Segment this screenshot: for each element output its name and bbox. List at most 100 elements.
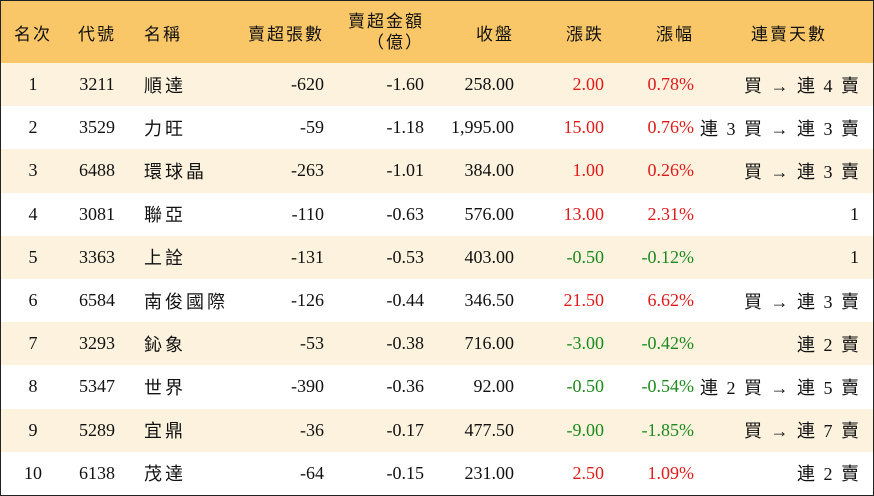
pct-cell: -0.42% (641, 333, 695, 354)
rank-cell: 7 (28, 333, 38, 354)
rank-cell: 10 (24, 462, 42, 483)
change-cell: -3.00 (566, 333, 605, 354)
table-row: 6 6584 南俊國際 -126 -0.44 346.50 21.50 6.62% 買 → 連 … (1, 279, 873, 323)
close-cell: 1,995.00 (451, 117, 514, 138)
pct-cell: 0.26% (647, 160, 695, 181)
change-cell: 21.50 (563, 290, 605, 311)
rank-cell: 3 (28, 160, 38, 181)
name-cell: 鈊象 (144, 334, 186, 355)
streak-cell: 買 → 連 4 賣 (744, 75, 861, 96)
sell-amount-cell: -1.01 (386, 160, 425, 181)
streak-cell: 連 2 賣 (797, 464, 861, 485)
table-row: 3 6488 環球晶 -263 -1.01 384.00 1.00 0.26% 買 → 連 3 … (1, 149, 873, 193)
sell-amount-cell: -1.18 (386, 117, 425, 138)
header-streak: 連賣天數 (751, 24, 827, 44)
header-close: 收盤 (476, 24, 514, 44)
header-sell-amount-line2: （億） (367, 33, 424, 52)
close-cell: 258.00 (464, 74, 515, 95)
sell-lots-cell: -263 (291, 160, 324, 181)
change-cell: -0.50 (566, 376, 605, 397)
sell-lots-cell: -126 (291, 290, 324, 311)
sell-lots-cell: -36 (300, 419, 324, 440)
code-cell: 3293 (79, 333, 115, 354)
header-change: 漲跌 (566, 24, 604, 44)
sell-lots-cell: -110 (291, 203, 324, 224)
code-cell: 6488 (79, 160, 115, 181)
streak-cell: 連 2 賣 (797, 334, 861, 355)
table-row: 9 5289 宜鼎 -36 -0.17 477.50 -9.00 -1.85% 買 → 連 7 … (1, 408, 873, 452)
pct-cell: 6.62% (647, 290, 695, 311)
close-cell: 231.00 (464, 462, 515, 483)
rank-cell: 6 (28, 290, 38, 311)
header-sell-lots: 賣超張數 (248, 24, 324, 44)
table-row: 8 5347 世界 -390 -0.36 92.00 -0.50 -0.54% 連 2 買 → … (1, 365, 873, 409)
close-cell: 477.50 (464, 419, 515, 440)
sell-amount-cell: -0.53 (386, 246, 425, 267)
close-cell: 92.00 (473, 376, 515, 397)
sell-lots-cell: -64 (300, 462, 324, 483)
streak-cell: 買 → 連 3 賣 (744, 161, 861, 182)
streak-cell: 1 (850, 203, 861, 224)
sell-lots-cell: -59 (300, 117, 324, 138)
name-cell: 南俊國際 (144, 291, 228, 312)
sell-amount-cell: -0.36 (386, 376, 425, 397)
name-cell: 世界 (144, 377, 186, 398)
pct-cell: 1.09% (647, 462, 695, 483)
pct-cell: 2.31% (647, 203, 695, 224)
change-cell: 1.00 (572, 160, 605, 181)
change-cell: 15.00 (563, 117, 605, 138)
pct-cell: 0.78% (647, 74, 695, 95)
code-cell: 6584 (79, 290, 115, 311)
name-cell: 宜鼎 (144, 421, 186, 442)
name-cell: 茂達 (144, 464, 186, 485)
sell-lots-cell: -131 (291, 246, 324, 267)
table-row: 4 3081 聯亞 -110 -0.63 576.00 13.00 2.31% 1 (1, 192, 873, 236)
table-row: 2 3529 力旺 -59 -1.18 1,995.00 15.00 0.76% 連 3 買 →… (1, 106, 873, 150)
streak-cell: 1 (850, 246, 861, 267)
streak-cell: 買 → 連 7 賣 (744, 421, 861, 442)
streak-cell: 連 2 買 → 連 5 賣 (700, 377, 861, 398)
name-cell: 順達 (144, 75, 186, 96)
close-cell: 576.00 (464, 203, 515, 224)
code-cell: 6138 (79, 462, 115, 483)
code-cell: 3529 (79, 117, 115, 138)
code-cell: 3363 (79, 246, 115, 267)
header-name: 名稱 (144, 24, 182, 44)
name-cell: 聯亞 (144, 205, 186, 226)
change-cell: 2.50 (572, 462, 605, 483)
close-cell: 716.00 (464, 333, 515, 354)
rank-cell: 2 (28, 117, 38, 138)
header-code: 代號 (78, 24, 116, 44)
sell-amount-cell: -0.63 (386, 203, 425, 224)
rank-cell: 1 (28, 74, 38, 95)
code-cell: 3211 (79, 74, 115, 95)
change-cell: 13.00 (563, 203, 605, 224)
sell-amount-cell: -0.17 (386, 419, 425, 440)
change-cell: -0.50 (566, 246, 605, 267)
sell-lots-cell: -620 (291, 74, 324, 95)
pct-cell: -1.85% (641, 419, 695, 440)
code-cell: 5289 (79, 419, 115, 440)
code-cell: 3081 (79, 203, 115, 224)
sell-amount-cell: -1.60 (386, 74, 425, 95)
rank-cell: 9 (28, 419, 38, 440)
header-pct: 漲幅 (656, 24, 694, 44)
table-row: 1 3211 順達 -620 -1.60 258.00 2.00 0.78% 買 → 連 4 賣 (1, 63, 873, 107)
close-cell: 403.00 (464, 246, 515, 267)
header-sell-amount: 賣超金額 （億） (331, 1, 424, 63)
sell-lots-cell: -390 (291, 376, 324, 397)
change-cell: -9.00 (566, 419, 605, 440)
table-row: 7 3293 鈊象 -53 -0.38 716.00 -3.00 -0.42% 連 2 賣 (1, 322, 873, 366)
sell-amount-cell: -0.44 (386, 290, 425, 311)
streak-cell: 連 3 買 → 連 3 賣 (700, 118, 861, 139)
code-cell: 5347 (79, 376, 115, 397)
table-header-row: 名次 代號 名稱 賣超張數 賣超金額 （億） 收盤 漲跌 漲幅 連賣天數 (1, 1, 873, 63)
rank-cell: 5 (28, 246, 38, 267)
pct-cell: -0.12% (641, 246, 695, 267)
rank-cell: 4 (28, 203, 38, 224)
pct-cell: -0.54% (641, 376, 695, 397)
sell-amount-cell: -0.15 (386, 462, 425, 483)
table-row: 5 3363 上詮 -131 -0.53 403.00 -0.50 -0.12% 1 (1, 235, 873, 279)
rank-cell: 8 (28, 376, 38, 397)
